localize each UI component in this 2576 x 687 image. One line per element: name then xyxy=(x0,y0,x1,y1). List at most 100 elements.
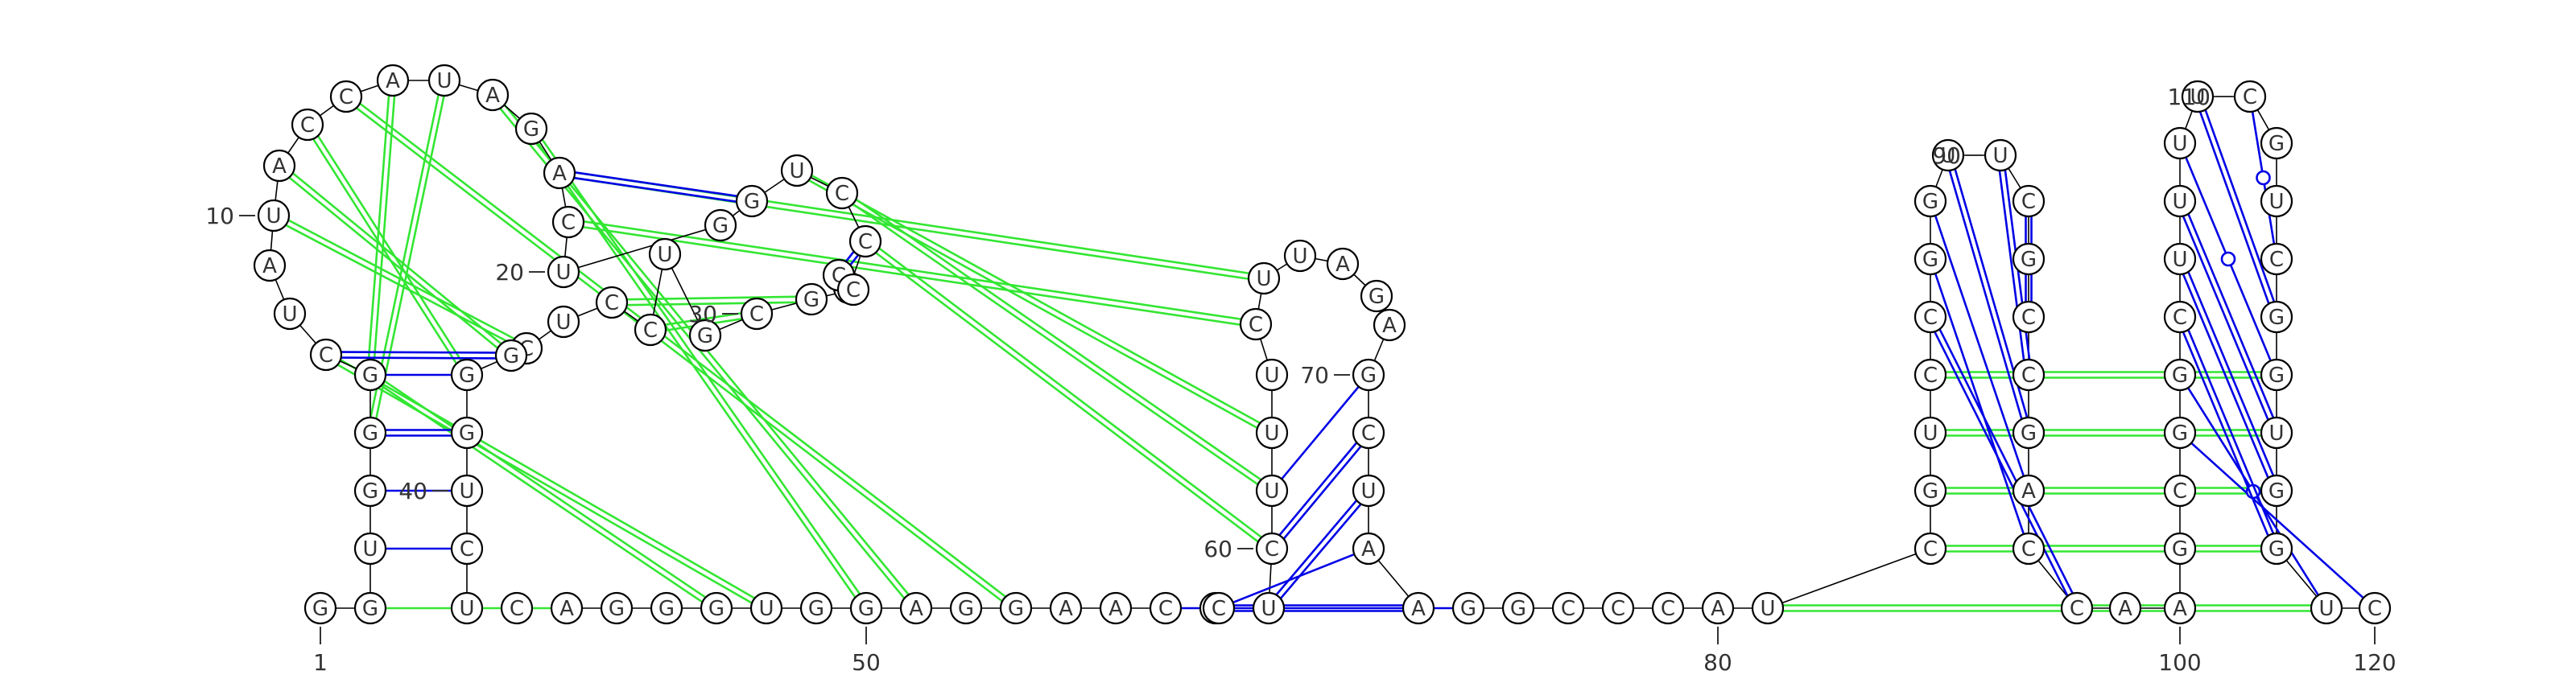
svg-text:U: U xyxy=(758,597,774,621)
nucleotide-79: C xyxy=(1651,591,1685,625)
svg-text:U: U xyxy=(2172,248,2187,272)
nucleotide-69: A xyxy=(1373,308,1406,342)
nucleotide-70: G xyxy=(1352,358,1385,392)
nucleotide-113: C xyxy=(2260,242,2293,276)
svg-text:U: U xyxy=(362,537,378,562)
svg-text:G: G xyxy=(958,597,974,621)
svg-text:A: A xyxy=(1382,314,1397,338)
svg-text:A: A xyxy=(386,69,400,93)
nucleotide-5: G xyxy=(353,416,387,450)
nucleotide-99: A xyxy=(2108,591,2142,625)
svg-text:C: C xyxy=(2021,306,2036,330)
nucleotide-110: C xyxy=(2233,80,2267,113)
nucleotide-8: U xyxy=(273,297,307,331)
nucleotide-43: C xyxy=(500,591,534,625)
svg-text:U: U xyxy=(1264,364,1279,388)
svg-text:C: C xyxy=(846,278,861,302)
svg-text:C: C xyxy=(2173,306,2187,330)
pseudoknot-pair-line xyxy=(541,138,861,595)
stem-pair-line xyxy=(844,250,855,262)
nucleotide-96: A xyxy=(2012,474,2046,508)
pseudoknot-pair-line xyxy=(369,94,440,418)
svg-text:G: G xyxy=(2172,422,2188,446)
svg-text:U: U xyxy=(282,302,297,327)
nucleotide-15: U xyxy=(427,64,461,97)
nucleotide-88: G xyxy=(1913,184,1947,218)
nucleotide-100: A xyxy=(2163,591,2197,625)
nucleotide-80: A xyxy=(1701,591,1735,625)
nucleotide-34: C xyxy=(595,286,629,319)
svg-text:U: U xyxy=(1760,597,1775,621)
nucleotide-16: A xyxy=(476,78,510,112)
nucleotide-117: G xyxy=(2260,474,2293,508)
nucleotide-102: C xyxy=(2163,474,2197,508)
stem-pair-line xyxy=(1934,331,2069,597)
svg-text:A: A xyxy=(1108,597,1123,621)
stem-pair-line xyxy=(1232,553,1355,604)
svg-text:70: 70 xyxy=(1300,362,1329,389)
nucleotides: GGUGGGCUAUACCAUAGACUGGUCCGCCGCGUCCUCGGGU… xyxy=(253,64,2392,625)
svg-text:U: U xyxy=(1292,245,1307,269)
nucleotide-103: G xyxy=(2163,416,2197,450)
pseudoknot-pair-line xyxy=(367,95,390,360)
nucleotide-68: G xyxy=(1360,279,1393,313)
pseudoknot-pair-line xyxy=(536,142,857,599)
nucleotide-49: G xyxy=(799,591,833,625)
svg-text:G: G xyxy=(362,422,378,446)
nucleotide-91: C xyxy=(2012,184,2046,218)
svg-text:C: C xyxy=(1249,313,1263,337)
nucleotide-92: G xyxy=(2012,242,2046,276)
pseudoknot-pair-line xyxy=(811,174,1261,424)
svg-text:U: U xyxy=(2268,422,2284,446)
nucleotide-64: C xyxy=(1239,307,1273,341)
nucleotide-40: U xyxy=(450,474,484,508)
nucleotide-25: C xyxy=(848,224,882,258)
svg-text:20: 20 xyxy=(495,259,524,286)
svg-text:C: C xyxy=(510,597,524,621)
svg-text:A: A xyxy=(552,162,567,186)
stem-pair-line xyxy=(2186,387,2320,596)
nucleotide-1: G xyxy=(303,591,337,625)
stem-pair-line xyxy=(341,351,497,354)
nucleotide-62: U xyxy=(1255,416,1289,450)
position-label-20: 20 xyxy=(495,259,545,286)
stem-pair-line xyxy=(341,356,496,360)
pseudoknot-pair-line xyxy=(317,135,462,361)
pseudoknot-pair-line xyxy=(373,96,396,360)
position-label-40: 40 xyxy=(398,478,448,504)
svg-text:G: G xyxy=(362,479,378,504)
svg-text:C: C xyxy=(1212,597,1226,621)
position-label-110: 110 xyxy=(2168,84,2231,110)
nucleotide-77: C xyxy=(1551,591,1585,625)
pseudoknot-pair-line xyxy=(808,179,1258,430)
nucleotide-86: C xyxy=(1913,300,1947,334)
svg-text:C: C xyxy=(1923,537,1938,562)
stem-pair-line xyxy=(2187,213,2275,418)
svg-text:A: A xyxy=(272,154,287,179)
pseudoknot-pair-line xyxy=(875,252,1259,543)
nucleotide-9: A xyxy=(253,249,287,282)
svg-text:A: A xyxy=(2173,597,2187,621)
backbone-segment xyxy=(1767,548,1931,609)
nucleotide-45: G xyxy=(600,591,634,625)
svg-text:G: G xyxy=(1922,479,1938,504)
nucleotide-85: C xyxy=(1913,358,1947,392)
stem-pair-line xyxy=(2182,331,2269,537)
position-label-1: 1 xyxy=(313,627,328,676)
pseudoknot-pair-line xyxy=(499,108,906,599)
position-label-120: 120 xyxy=(2353,627,2396,676)
svg-text:G: G xyxy=(362,364,378,388)
svg-text:C: C xyxy=(605,291,619,315)
nucleotide-89: U xyxy=(1931,138,1965,172)
pseudoknot-pair-line xyxy=(855,198,1262,481)
svg-text:C: C xyxy=(300,113,315,138)
svg-text:U: U xyxy=(1922,422,1938,446)
svg-text:100: 100 xyxy=(2158,649,2201,676)
svg-text:U: U xyxy=(2318,597,2334,621)
svg-text:U: U xyxy=(1940,144,1955,168)
nucleotide-97: C xyxy=(2012,532,2046,566)
svg-text:G: G xyxy=(459,364,475,388)
svg-text:G: G xyxy=(1360,364,1377,388)
svg-text:C: C xyxy=(2021,537,2036,562)
nucleotide-14: A xyxy=(376,64,410,97)
